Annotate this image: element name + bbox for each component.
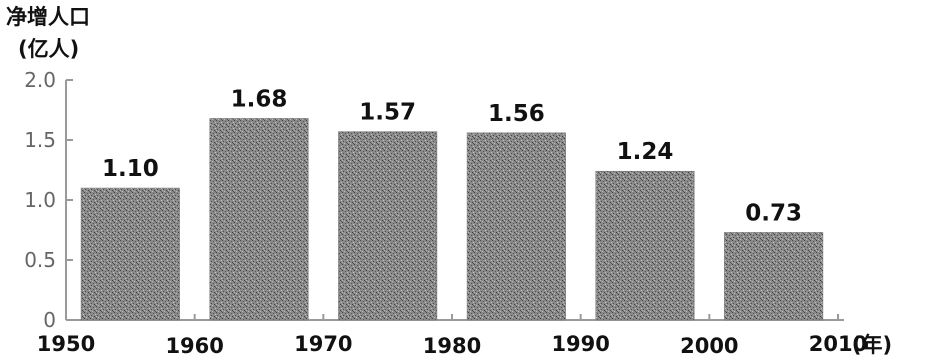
y-tick-label: 2.0: [24, 68, 56, 92]
bar: [338, 131, 438, 321]
x-axis-unit-label: (年): [852, 333, 892, 357]
y-tick-label: 1.5: [24, 128, 56, 152]
y-tick-labels: 0 0.5 1.0 1.5 2.0: [24, 68, 56, 332]
bar: [209, 118, 309, 321]
data-label: 1.56: [488, 101, 545, 127]
x-tick-label: 2000: [680, 334, 738, 358]
x-tick-label: 2010: [809, 332, 867, 356]
bar: [466, 132, 566, 321]
data-labels: 1.10 1.68 1.57 1.56 1.24 0.73: [102, 86, 802, 226]
y-tick-label: 0.5: [24, 248, 56, 272]
bar: [595, 170, 695, 321]
data-label: 1.68: [231, 86, 288, 112]
y-tick-label: 1.0: [24, 188, 56, 212]
bar: [80, 187, 180, 321]
x-tick-label: 1990: [551, 332, 609, 356]
x-tick-label: 1980: [423, 334, 481, 358]
x-tick-labels: 1950 1960 1970 1980 1990 2000 2010: [37, 332, 867, 358]
data-label: 1.10: [102, 156, 159, 182]
data-label: 1.24: [617, 139, 674, 165]
y-tick-label: 0: [43, 308, 56, 332]
y-axis-label-line2: (亿人): [18, 37, 79, 61]
x-tick-label: 1960: [165, 334, 223, 358]
x-tick-label: 1970: [294, 332, 352, 356]
y-axis-label-line1: 净增人口: [6, 5, 90, 29]
bars: [80, 118, 824, 321]
data-label: 0.73: [745, 200, 802, 226]
x-tick-label: 1950: [37, 332, 95, 356]
axes: [65, 79, 844, 321]
bar: [724, 232, 824, 321]
data-label: 1.57: [359, 100, 416, 126]
